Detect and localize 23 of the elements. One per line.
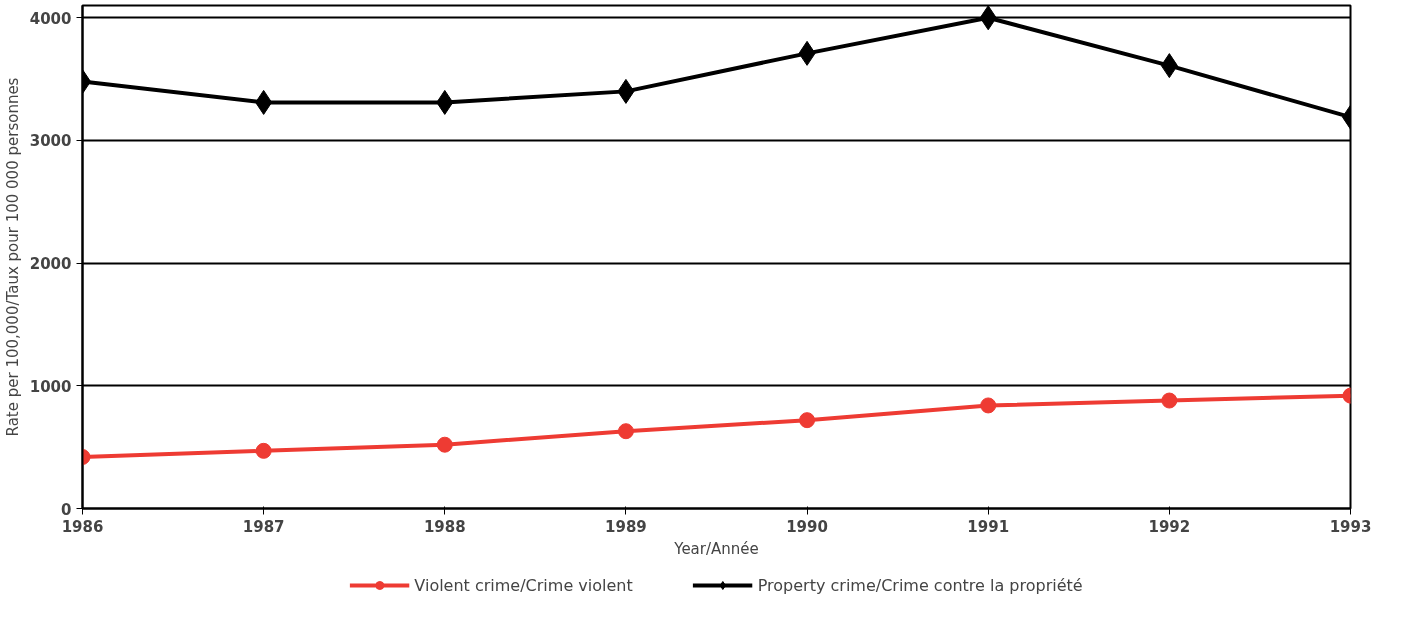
x-tick-label: 1988 bbox=[423, 517, 466, 536]
x-tick-label: 1992 bbox=[1148, 517, 1191, 536]
x-tick-label: 1990 bbox=[786, 517, 828, 536]
legend-label: Property crime/Crime contre la propriété bbox=[757, 575, 1083, 595]
y-tick-label: 2000 bbox=[29, 255, 72, 274]
point bbox=[799, 412, 816, 429]
x-tick-label: 1991 bbox=[967, 517, 1010, 536]
point bbox=[436, 436, 453, 453]
point bbox=[980, 397, 997, 414]
point bbox=[255, 442, 272, 459]
x-tick-label: 1993 bbox=[1329, 517, 1372, 536]
x-tick-label: 1987 bbox=[242, 517, 285, 536]
y-tick-label: 1000 bbox=[29, 377, 72, 396]
x-tick-label: 1989 bbox=[605, 517, 647, 536]
x-tick-label: 1986 bbox=[61, 517, 104, 536]
y-tick-label: 4000 bbox=[29, 9, 72, 28]
point bbox=[1161, 392, 1178, 409]
point bbox=[617, 423, 634, 440]
y-tick-label: 0 bbox=[61, 500, 72, 519]
legend-label: Violent crime/Crime violent bbox=[414, 575, 633, 595]
y-tick-label: 3000 bbox=[29, 132, 72, 151]
y-axis-title: Rate per 100,000/Taux pour 100 000 personnes bbox=[3, 77, 22, 437]
x-axis-title: Year/Année bbox=[673, 539, 759, 558]
